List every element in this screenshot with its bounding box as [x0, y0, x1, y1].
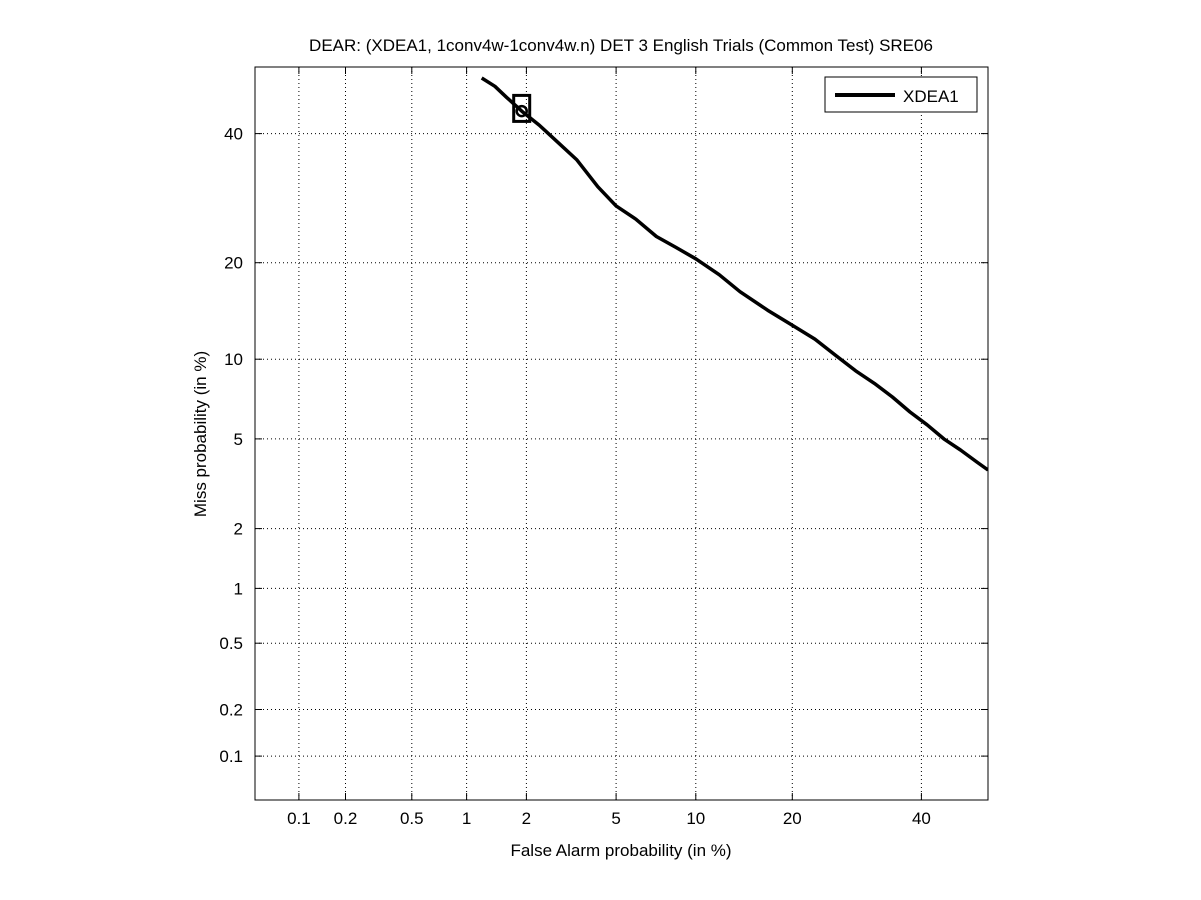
y-tick-label: 5 — [234, 430, 243, 449]
chart-title: DEAR: (XDEA1, 1conv4w-1conv4w.n) DET 3 E… — [309, 36, 933, 55]
y-tick-label: 0.5 — [219, 634, 243, 653]
x-tick-label: 0.2 — [334, 809, 358, 828]
plot-frame — [254, 66, 989, 801]
y-tick-label: 40 — [224, 125, 243, 144]
min-dcf-square-marker — [512, 93, 532, 123]
legend-label-xdea1: XDEA1 — [903, 87, 959, 106]
series-line-xdea1 — [480, 76, 988, 472]
axis-ticks: 0.1 0.2 0.5 1 2 5 10 20 40 0.1 0.2 0.5 1 2 5 10 20 40 — [219, 67, 988, 828]
x-tick-label: 40 — [912, 809, 931, 828]
y-tick-label: 0.1 — [219, 747, 243, 766]
y-tick-label: 1 — [234, 579, 243, 598]
legend: XDEA1 — [824, 76, 978, 113]
series-group — [480, 76, 988, 472]
x-tick-label: 10 — [686, 809, 705, 828]
y-tick-label: 2 — [234, 520, 243, 539]
x-axis-label: False Alarm probability (in %) — [510, 841, 731, 860]
x-tick-label: 20 — [783, 809, 802, 828]
x-tick-label: 5 — [611, 809, 620, 828]
x-tick-label: 2 — [522, 809, 531, 828]
y-tick-label: 0.2 — [219, 701, 243, 720]
y-tick-label: 10 — [224, 350, 243, 369]
eer-circle-marker — [515, 104, 528, 118]
x-tick-label: 0.5 — [400, 809, 424, 828]
y-axis-label: Miss probability (in %) — [191, 351, 210, 517]
x-tick-label: 0.1 — [287, 809, 311, 828]
y-tick-label: 20 — [224, 254, 243, 273]
x-tick-label: 1 — [462, 809, 471, 828]
